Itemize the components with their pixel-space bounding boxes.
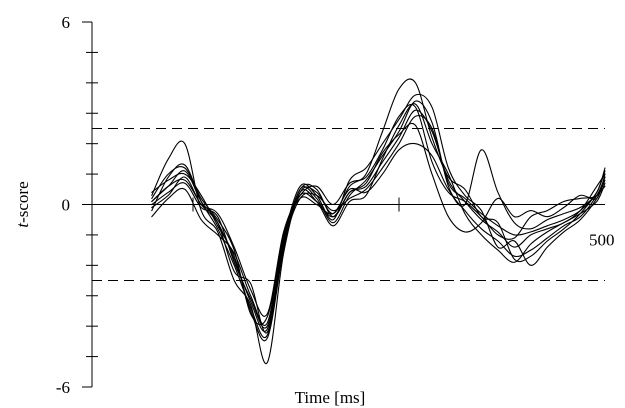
series-layer	[151, 78, 606, 364]
series-line-9	[151, 122, 606, 334]
series-line-6	[151, 115, 606, 329]
series-line-5	[151, 93, 606, 326]
axes	[82, 21, 605, 388]
series-line-3	[151, 78, 606, 364]
series-line-7	[151, 103, 606, 342]
y-axis-title: t-score	[13, 181, 32, 227]
x-axis-title: Time [ms]	[295, 388, 366, 407]
y-axis-title-italic: t	[13, 222, 32, 228]
y-axis-title-rest: -score	[13, 181, 32, 223]
y-tick-label: -6	[56, 378, 70, 397]
series-line-4	[151, 142, 606, 326]
x-end-label: 500	[589, 231, 615, 250]
series-line-2	[151, 100, 606, 339]
y-tick-label: 6	[62, 13, 71, 32]
series-line-8	[151, 103, 606, 317]
tick-label-layer: -6 0 6 500	[56, 13, 615, 397]
threshold-layer	[92, 127, 605, 282]
y-tick-label: 0	[62, 196, 71, 215]
